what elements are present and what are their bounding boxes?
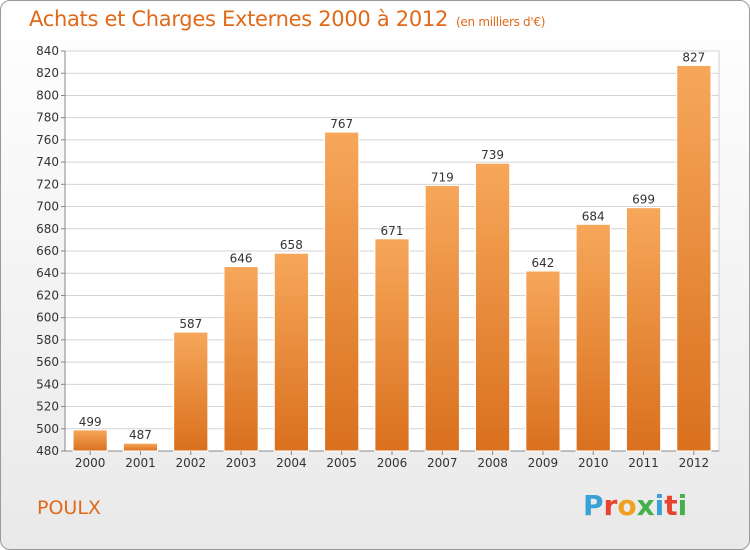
logo-letter: P bbox=[583, 489, 604, 522]
y-tick-label: 740 bbox=[36, 155, 59, 169]
x-tick-label-2009: 2009 bbox=[528, 456, 559, 470]
x-tick-label-2001: 2001 bbox=[125, 456, 156, 470]
data-label-2007: 719 bbox=[431, 170, 454, 184]
bar-2011 bbox=[625, 207, 662, 452]
x-tick-label-2002: 2002 bbox=[175, 456, 206, 470]
x-tick-label-2007: 2007 bbox=[427, 456, 458, 470]
bar-2006 bbox=[374, 238, 410, 452]
bar-2004 bbox=[273, 252, 309, 452]
chart-title: Achats et Charges Externes 2000 à 2012 (e… bbox=[29, 7, 545, 31]
data-label-2006: 671 bbox=[381, 224, 404, 238]
x-tick-label-2005: 2005 bbox=[326, 456, 357, 470]
bar-2008 bbox=[475, 162, 511, 452]
chart-subtitle: (en milliers d'€) bbox=[456, 15, 546, 29]
y-tick-label: 620 bbox=[36, 288, 59, 302]
bar-2005 bbox=[324, 131, 360, 452]
bar-2003 bbox=[223, 266, 259, 452]
y-tick-label: 800 bbox=[36, 88, 59, 102]
data-label-2012: 827 bbox=[682, 50, 705, 64]
logo-letter: x bbox=[636, 489, 655, 522]
logo-letter: i bbox=[677, 489, 688, 522]
logo-letter: i bbox=[654, 489, 665, 522]
y-tick-label: 660 bbox=[36, 244, 59, 258]
bar-2002 bbox=[173, 331, 209, 452]
data-label-2009: 642 bbox=[531, 256, 554, 270]
bar-2007 bbox=[424, 184, 460, 452]
data-label-2002: 587 bbox=[179, 317, 202, 331]
x-tick-label-2000: 2000 bbox=[75, 456, 106, 470]
x-tick-label-2012: 2012 bbox=[679, 456, 710, 470]
y-tick-label: 720 bbox=[36, 177, 59, 191]
y-tick-label: 560 bbox=[36, 355, 59, 369]
y-tick-label: 480 bbox=[36, 444, 59, 458]
y-tick-label: 760 bbox=[36, 133, 59, 147]
x-tick-label-2006: 2006 bbox=[377, 456, 408, 470]
x-tick-label-2011: 2011 bbox=[628, 456, 659, 470]
x-tick-label-2008: 2008 bbox=[477, 456, 508, 470]
data-label-2010: 684 bbox=[582, 209, 605, 223]
bar-2010 bbox=[575, 223, 611, 452]
place-name: POULX bbox=[37, 497, 101, 519]
bar-2001 bbox=[122, 442, 159, 452]
data-label-2004: 658 bbox=[280, 238, 303, 252]
x-tick-label-2003: 2003 bbox=[226, 456, 257, 470]
y-tick-label: 780 bbox=[36, 111, 59, 125]
y-tick-label: 540 bbox=[36, 377, 59, 391]
data-label-2011: 699 bbox=[632, 193, 655, 207]
bar-2009 bbox=[525, 270, 561, 452]
bar-2012 bbox=[676, 64, 712, 452]
logo-letter: r bbox=[603, 489, 618, 522]
logo-letter: o bbox=[617, 489, 637, 522]
y-tick-label: 680 bbox=[36, 222, 59, 236]
y-tick-label: 820 bbox=[36, 66, 59, 80]
data-label-2003: 646 bbox=[230, 252, 253, 266]
y-tick-label: 700 bbox=[36, 200, 59, 214]
y-tick-label: 640 bbox=[36, 266, 59, 280]
proxiti-logo: Proxiti bbox=[583, 489, 687, 522]
x-tick-label-2004: 2004 bbox=[276, 456, 307, 470]
data-label-2005: 767 bbox=[330, 117, 353, 131]
y-tick-label: 600 bbox=[36, 311, 59, 325]
y-tick-label: 840 bbox=[36, 44, 59, 58]
y-tick-label: 580 bbox=[36, 333, 59, 347]
logo-letter: t bbox=[664, 489, 678, 522]
y-tick-label: 500 bbox=[36, 422, 59, 436]
bar-2000 bbox=[72, 429, 108, 452]
title-text: Achats et Charges Externes 2000 à 2012 bbox=[29, 7, 449, 31]
y-tick-label: 520 bbox=[36, 400, 59, 414]
data-label-2008: 739 bbox=[481, 148, 504, 162]
data-label-2000: 499 bbox=[79, 415, 102, 429]
data-label-2001: 487 bbox=[129, 428, 152, 442]
x-tick-label-2010: 2010 bbox=[578, 456, 609, 470]
